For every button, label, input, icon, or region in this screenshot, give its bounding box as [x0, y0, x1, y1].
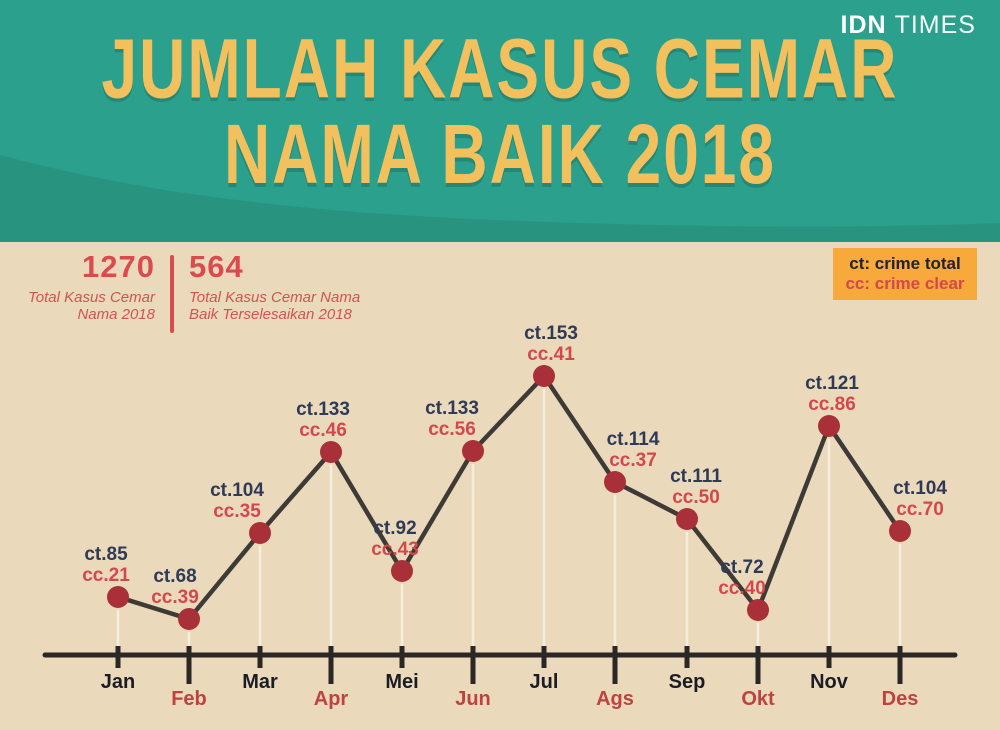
- header-wave-decoration: [0, 155, 1000, 242]
- logo-times-text: TIMES: [894, 11, 976, 39]
- summary-stats: 1270 Total Kasus Cemar Nama 2018 564 Tot…: [25, 249, 360, 333]
- stat-solved-cases: 564 Total Kasus Cemar Nama Baik Terseles…: [189, 249, 360, 333]
- stat-solved-value: 564: [189, 249, 244, 284]
- header-banner: IDN TIMES JUMLAH KASUS CEMAR NAMA BAIK 20…: [0, 0, 1000, 242]
- chart-area: 1270 Total Kasus Cemar Nama 2018 564 Tot…: [0, 242, 1000, 730]
- idn-times-logo: IDN TIMES: [841, 11, 976, 40]
- stats-divider: [170, 255, 174, 333]
- title-line-2: NAMA BAIK 2018: [224, 106, 776, 202]
- legend-crime-clear: cc: crime clear: [845, 274, 965, 293]
- title-line-1: JUMLAH KASUS CEMAR: [101, 20, 899, 116]
- stat-total-label: Total Kasus Cemar Nama 2018: [25, 289, 155, 323]
- stat-total-label-line1: Total Kasus Cemar: [27, 289, 155, 306]
- logo-idn-text: IDN: [840, 11, 887, 39]
- stat-total-label-line2: Nama 2018: [77, 306, 155, 323]
- stat-solved-label-line2: Baik Terselesaikan 2018: [189, 306, 352, 323]
- wave-shape: [0, 155, 1000, 242]
- stat-solved-label: Total Kasus Cemar Nama Baik Terselesaika…: [189, 289, 360, 323]
- stat-total-cases: 1270 Total Kasus Cemar Nama 2018: [25, 249, 155, 333]
- legend-crime-total: ct: crime total: [849, 254, 961, 273]
- chart-legend: ct: crime total cc: crime clear: [833, 248, 977, 300]
- page-title: JUMLAH KASUS CEMAR NAMA BAIK 2018: [0, 20, 1000, 202]
- stat-total-value: 1270: [82, 249, 155, 284]
- stat-solved-label-line1: Total Kasus Cemar Nama: [189, 289, 361, 306]
